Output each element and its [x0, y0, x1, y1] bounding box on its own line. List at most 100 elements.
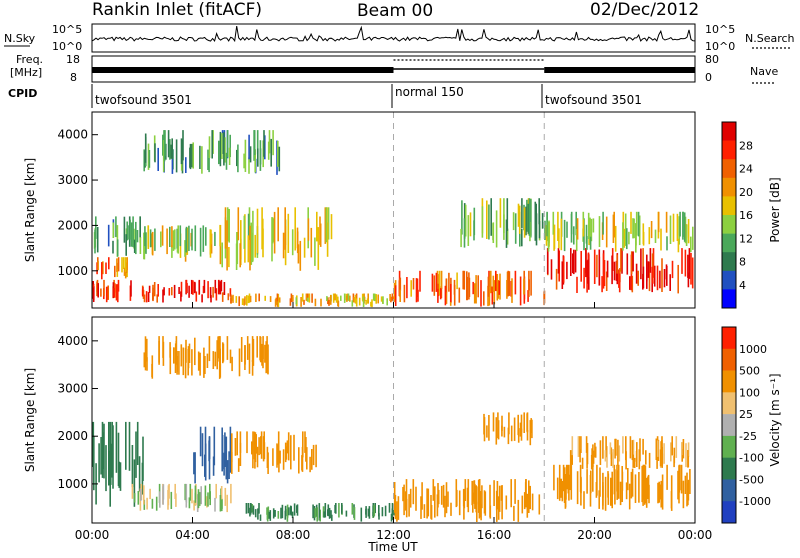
heatmap-cell	[185, 279, 188, 294]
freq-label: Freq.	[16, 53, 43, 66]
heatmap-cell	[252, 210, 254, 261]
heatmap-cell	[176, 228, 178, 249]
heatmap-cell	[266, 507, 268, 515]
heatmap-cell	[585, 224, 588, 244]
heatmap-cell	[468, 272, 470, 300]
heatmap-cell	[380, 296, 383, 302]
heatmap-cell	[291, 229, 294, 256]
heatmap-cell	[139, 216, 141, 238]
x-tick-label: 20:00	[577, 528, 612, 542]
heatmap-cell	[558, 464, 561, 501]
heatmap-cell	[297, 244, 300, 264]
heatmap-cell	[240, 337, 243, 362]
heatmap-cell	[679, 211, 681, 237]
heatmap-cell	[227, 293, 230, 301]
heatmap-cell	[203, 279, 206, 293]
heatmap-cell	[663, 269, 666, 288]
y-tick-label: 3000	[57, 382, 88, 396]
heatmap-cell	[312, 444, 315, 466]
heatmap-cell	[269, 510, 272, 521]
heatmap-cell	[300, 297, 302, 307]
heatmap-cell	[680, 464, 683, 494]
heatmap-cell	[523, 412, 525, 433]
heatmap-cell	[553, 464, 555, 491]
heatmap-cell	[610, 452, 613, 466]
heatmap-cell	[605, 436, 607, 458]
heatmap-cell	[656, 265, 659, 291]
heatmap-cell	[119, 462, 122, 491]
heatmap-cell	[690, 236, 692, 252]
heatmap-cell	[121, 257, 123, 273]
heatmap-cell	[421, 482, 423, 510]
heatmap-cell	[180, 281, 183, 297]
heatmap-cell	[154, 143, 156, 163]
heatmap-cell	[520, 428, 523, 441]
heatmap-cell	[199, 145, 201, 169]
heatmap-cell	[412, 479, 415, 505]
heatmap-cell	[685, 443, 687, 468]
heatmap-cell	[170, 491, 173, 509]
velocity-heatmap	[92, 317, 691, 523]
heatmap-cell	[628, 231, 630, 245]
heatmap-cell	[346, 295, 348, 302]
heatmap-cell	[133, 459, 136, 507]
heatmap-cell	[226, 460, 229, 484]
heatmap-cell	[652, 248, 655, 278]
heatmap-cell	[277, 297, 280, 308]
heatmap-cell	[526, 412, 529, 433]
noise-panel: N.Sky 10^5 10^0 10^5 10^0 N.Search	[4, 23, 795, 53]
heatmap-cell	[497, 496, 500, 520]
heatmap-cell	[514, 479, 516, 504]
heatmap-cell	[147, 143, 150, 170]
heatmap-cell	[406, 277, 408, 299]
heatmap-cell	[251, 504, 253, 513]
heatmap-cell	[164, 130, 166, 156]
heatmap-cell	[500, 485, 503, 501]
heatmap-cell	[115, 216, 117, 238]
heatmap-cell	[173, 347, 175, 364]
heatmap-cell	[232, 294, 234, 303]
heatmap-cell	[101, 421, 104, 478]
heatmap-cell	[277, 207, 279, 242]
heatmap-cell	[326, 296, 328, 302]
heatmap-cell	[212, 351, 215, 369]
freq-band-1	[92, 67, 394, 73]
heatmap-cell	[112, 222, 115, 238]
heatmap-cell	[560, 218, 563, 251]
heatmap-cell	[124, 266, 127, 279]
heatmap-cell	[324, 207, 327, 244]
heatmap-cell	[512, 212, 515, 231]
heatmap-cell	[199, 426, 202, 457]
heatmap-cell	[521, 228, 523, 247]
heatmap-cell	[389, 294, 391, 301]
heatmap-cell	[279, 450, 281, 464]
heatmap-cell	[314, 508, 316, 518]
heatmap-cell	[220, 486, 223, 509]
power-colorbar-label: Power [dB]	[768, 177, 782, 242]
heatmap-cell	[208, 336, 211, 362]
heatmap-cell	[190, 279, 193, 295]
heatmap-cell	[268, 130, 271, 154]
heatmap-cell	[546, 248, 549, 275]
heatmap-cell	[250, 222, 253, 265]
heatmap-cell	[212, 130, 214, 154]
heatmap-cell	[295, 297, 298, 305]
heatmap-cell	[692, 226, 694, 250]
heatmap-cell	[519, 422, 522, 437]
heatmap-cell	[266, 511, 269, 522]
heatmap-cell	[237, 144, 239, 173]
heatmap-cell	[409, 488, 412, 508]
heatmap-cell	[145, 291, 148, 303]
heatmap-cell	[612, 449, 614, 468]
heatmap-cell	[188, 343, 191, 363]
heatmap-cell	[463, 493, 466, 509]
heatmap-cell	[622, 222, 624, 251]
heatmap-cell	[252, 338, 255, 366]
heatmap-cell	[222, 343, 225, 362]
heatmap-cell	[463, 501, 465, 520]
heatmap-cell	[98, 443, 100, 483]
heatmap-cell	[628, 483, 631, 510]
heatmap-cell	[495, 490, 498, 511]
heatmap-cell	[100, 437, 102, 475]
heatmap-cell	[365, 506, 367, 518]
